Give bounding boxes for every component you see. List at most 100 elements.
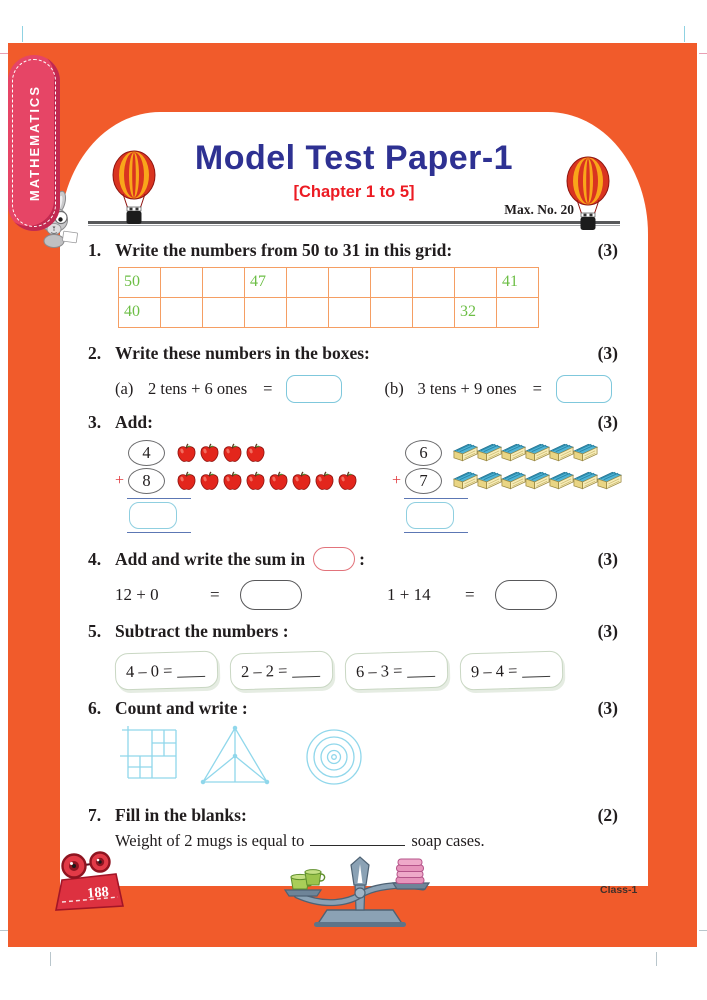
question-text: Add: xyxy=(115,411,153,432)
question-text: Write these numbers in the boxes: xyxy=(115,342,370,363)
subtraction-box[interactable]: 9 – 4 = xyxy=(459,650,564,690)
grid-cell-empty[interactable] xyxy=(244,296,287,328)
eraser-icon xyxy=(572,471,599,490)
grid-cell-empty[interactable] xyxy=(328,266,371,298)
question-1-header: 1. Write the numbers from 50 to 31 in th… xyxy=(88,239,620,261)
subtraction-box[interactable]: 6 – 3 = xyxy=(344,650,449,690)
question-2-header: 2. Write these numbers in the boxes: (3) xyxy=(88,342,620,364)
question-number: 1. xyxy=(88,239,102,260)
question-5-items: 4 – 0 = 2 – 2 = 6 – 3 = 9 – 4 = xyxy=(114,650,620,690)
crop-mark xyxy=(656,952,657,966)
answer-box-a[interactable] xyxy=(286,374,343,403)
apple-icon xyxy=(246,471,265,490)
page-title: Model Test Paper-1 xyxy=(194,139,514,177)
grid-cell-empty[interactable] xyxy=(370,266,413,298)
question-marks: (3) xyxy=(597,239,618,260)
eraser-icon xyxy=(452,471,479,490)
content-card: Model Test Paper-1 [Chapter 1 to 5] Max.… xyxy=(60,112,648,927)
crop-mark xyxy=(699,930,707,931)
equals-sign: = xyxy=(210,584,220,604)
addition-right-column: 6 + 7 xyxy=(392,439,623,536)
apple-icon xyxy=(269,471,288,490)
equation-expression: 1 + 14 xyxy=(387,584,431,604)
addend-oval: 7 xyxy=(405,467,442,494)
max-marks: Max. No. 20 xyxy=(504,202,574,217)
colon: : xyxy=(359,548,365,569)
sentence-start: Weight of 2 mugs is equal to xyxy=(115,830,305,850)
answer-blank[interactable] xyxy=(292,661,321,677)
question-number: 3. xyxy=(88,411,102,432)
subtraction-box[interactable]: 2 – 2 = xyxy=(229,650,334,690)
grid-cell-empty[interactable] xyxy=(454,266,497,298)
eraser-icon xyxy=(524,443,551,462)
addend-oval: 4 xyxy=(128,439,165,466)
crop-mark xyxy=(0,53,8,54)
plus-sign: + xyxy=(115,471,125,489)
answer-blank[interactable] xyxy=(522,661,551,677)
class-label: Class-1 xyxy=(600,884,638,896)
grid-cell-filled[interactable]: 40 xyxy=(118,296,161,328)
apple-icon xyxy=(223,443,242,462)
question-marks: (3) xyxy=(597,620,618,641)
subtraction-expression: 6 – 3 = xyxy=(355,659,403,681)
fill-in-sentence: Weight of 2 mugs is equal to soap cases. xyxy=(115,830,620,851)
answer-box-b[interactable] xyxy=(555,374,612,403)
grid-cell-empty[interactable] xyxy=(286,266,329,298)
sum-oval-answer[interactable] xyxy=(495,579,557,610)
apple-icon xyxy=(246,443,265,462)
crop-mark xyxy=(699,53,707,54)
subject-tab-label: MATHEMATICS xyxy=(26,84,42,202)
sum-answer-box[interactable] xyxy=(129,501,177,529)
orange-frame: MATHEMATICS xyxy=(8,43,697,947)
grid-cell-empty[interactable] xyxy=(160,266,203,298)
part-b-expression: 3 tens + 9 ones xyxy=(417,378,517,398)
crop-mark xyxy=(684,26,685,42)
grid-cell-empty[interactable] xyxy=(412,266,455,298)
grid-cell-empty[interactable] xyxy=(496,296,539,328)
subtraction-box[interactable]: 4 – 0 = xyxy=(114,650,219,690)
question-text: Write the numbers from 50 to 31 in this … xyxy=(115,239,453,260)
question-marks: (3) xyxy=(597,411,618,432)
rectangles-figure-icon xyxy=(120,725,177,779)
triangles-figure-icon xyxy=(200,725,270,784)
grid-cell-empty[interactable] xyxy=(202,296,245,328)
grid-cell-empty[interactable] xyxy=(286,296,329,328)
sum-answer-box[interactable] xyxy=(406,501,454,529)
question-marks: (3) xyxy=(597,548,618,569)
apple-icon xyxy=(177,443,196,462)
grid-cell-empty[interactable] xyxy=(328,296,371,328)
question-3-header: 3. Add: (3) xyxy=(88,411,620,433)
grid-cell-empty[interactable] xyxy=(370,296,413,328)
equals-sign: = xyxy=(263,378,273,398)
eraser-icon xyxy=(500,443,527,462)
answer-blank[interactable] xyxy=(310,831,406,846)
grid-cell-empty[interactable] xyxy=(412,296,455,328)
sum-oval-answer[interactable] xyxy=(240,579,302,610)
page-number-mascot-icon xyxy=(55,851,124,911)
grid-cell-empty[interactable] xyxy=(202,266,245,298)
question-4-header: 4. Add and write the sum in : (3) xyxy=(88,546,620,572)
eraser-icon xyxy=(452,443,479,462)
eraser-icon xyxy=(500,471,527,490)
grid-cell-filled[interactable]: 47 xyxy=(244,266,287,298)
crop-mark xyxy=(22,26,23,42)
grid-cell-filled[interactable]: 32 xyxy=(454,296,497,328)
apple-icon xyxy=(292,471,311,490)
grid-cell-filled[interactable]: 41 xyxy=(496,266,539,298)
grid-cell-empty[interactable] xyxy=(160,296,203,328)
question-marks: (3) xyxy=(597,697,618,718)
equals-sign: = xyxy=(532,378,542,398)
equals-sign: = xyxy=(465,584,475,604)
question-marks: (3) xyxy=(597,342,618,363)
question-number: 2. xyxy=(88,342,102,363)
apple-icon xyxy=(200,471,219,490)
question-number: 6. xyxy=(88,697,102,718)
grid-cell-filled[interactable]: 50 xyxy=(118,266,161,298)
question-7-header: 7. Fill in the blanks: (2) xyxy=(88,804,620,826)
answer-blank[interactable] xyxy=(407,661,436,677)
question-6-figures xyxy=(118,724,620,794)
header-rule xyxy=(88,221,620,226)
part-a-label: (a) xyxy=(115,378,134,398)
answer-blank[interactable] xyxy=(177,661,206,677)
apple-icon xyxy=(223,471,242,490)
